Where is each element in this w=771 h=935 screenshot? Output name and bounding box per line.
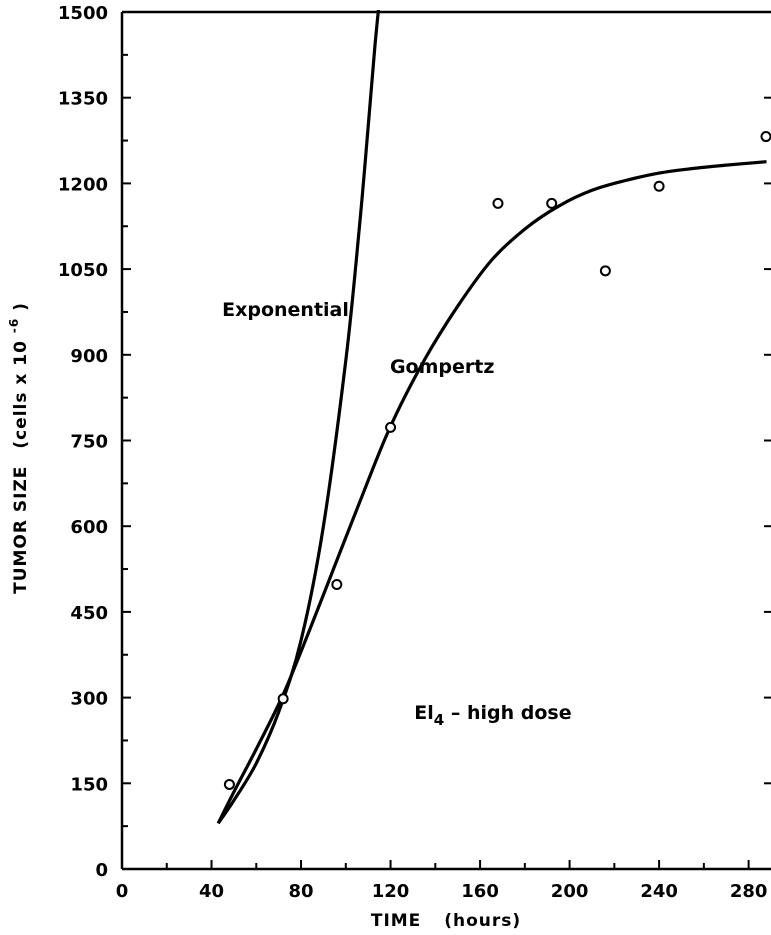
gompertz-curve: [216, 160, 767, 825]
dose-label: El4 – high dose: [414, 702, 571, 729]
x-axis-label: TIME: [371, 911, 421, 931]
y-tick-label: 300: [70, 689, 108, 710]
data-points: [223, 131, 771, 790]
data-point: [492, 197, 504, 209]
x-tick-label: 120: [372, 881, 410, 902]
x-tick-label: 0: [116, 881, 129, 902]
y-axis-unit-exponent: -6: [7, 318, 21, 333]
y-axis-title: TUMOR SIZE (cells x 10 -6 ): [3, 302, 31, 594]
exponential-label: Exponential: [222, 299, 349, 321]
y-tick-label: 900: [70, 346, 108, 367]
x-tick-label: 160: [461, 881, 499, 902]
plot-frame: [120, 10, 771, 871]
y-tick-label: 1050: [58, 260, 108, 281]
y-tick-label: 600: [70, 517, 108, 538]
x-tick-label: 40: [199, 881, 224, 902]
y-tick-label: 750: [70, 432, 108, 453]
y-tick-label: 1200: [58, 174, 108, 195]
y-axis-label: TUMOR SIZE: [11, 466, 31, 594]
y-tick-label: 1350: [58, 89, 108, 110]
exponential-curve: [216, 10, 381, 825]
gompertz-label: Gompertz: [390, 356, 494, 378]
x-tick-label: 80: [289, 881, 314, 902]
y-axis-unit-prefix: (cells x 10: [11, 340, 31, 449]
data-point: [223, 778, 235, 790]
y-axis-unit-suffix: ): [11, 302, 31, 311]
data-point: [277, 693, 289, 705]
curves: [216, 10, 767, 825]
x-axis-unit: (hours): [444, 911, 521, 931]
data-point: [653, 180, 665, 192]
x-axis-ticks: 0 40 80 120 160 200 240 280: [116, 860, 768, 902]
chart-labels: Exponential Gompertz El4 – high dose: [222, 299, 571, 729]
data-point: [385, 421, 397, 433]
x-tick-label: 200: [551, 881, 589, 902]
x-tick-label: 280: [730, 881, 768, 902]
y-tick-label: 450: [70, 603, 108, 624]
x-axis-title: TIME (hours): [371, 911, 521, 931]
data-point: [546, 197, 558, 209]
y-tick-label: 1500: [58, 3, 108, 24]
data-point: [331, 578, 343, 590]
y-axis-ticks: 0 150 300 450 600 750 900 1050 1200 1350 1500: [58, 3, 771, 881]
data-point: [760, 131, 771, 143]
y-tick-label: 0: [95, 860, 108, 881]
x-tick-label: 240: [640, 881, 678, 902]
y-tick-label: 150: [70, 774, 108, 795]
data-point: [599, 265, 611, 277]
